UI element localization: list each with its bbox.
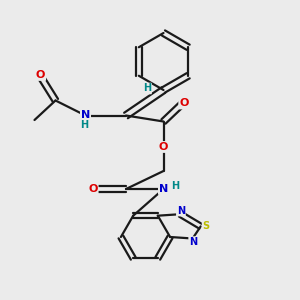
Text: N: N [81,110,90,121]
Text: S: S [202,221,210,231]
Text: H: H [171,181,180,191]
Text: N: N [189,237,197,247]
Text: O: O [88,184,98,194]
Text: H: H [80,119,88,130]
Text: N: N [159,184,168,194]
Text: O: O [36,70,45,80]
Text: O: O [159,142,168,152]
Text: N: N [177,206,185,216]
Text: O: O [179,98,189,109]
Text: H: H [143,83,151,94]
